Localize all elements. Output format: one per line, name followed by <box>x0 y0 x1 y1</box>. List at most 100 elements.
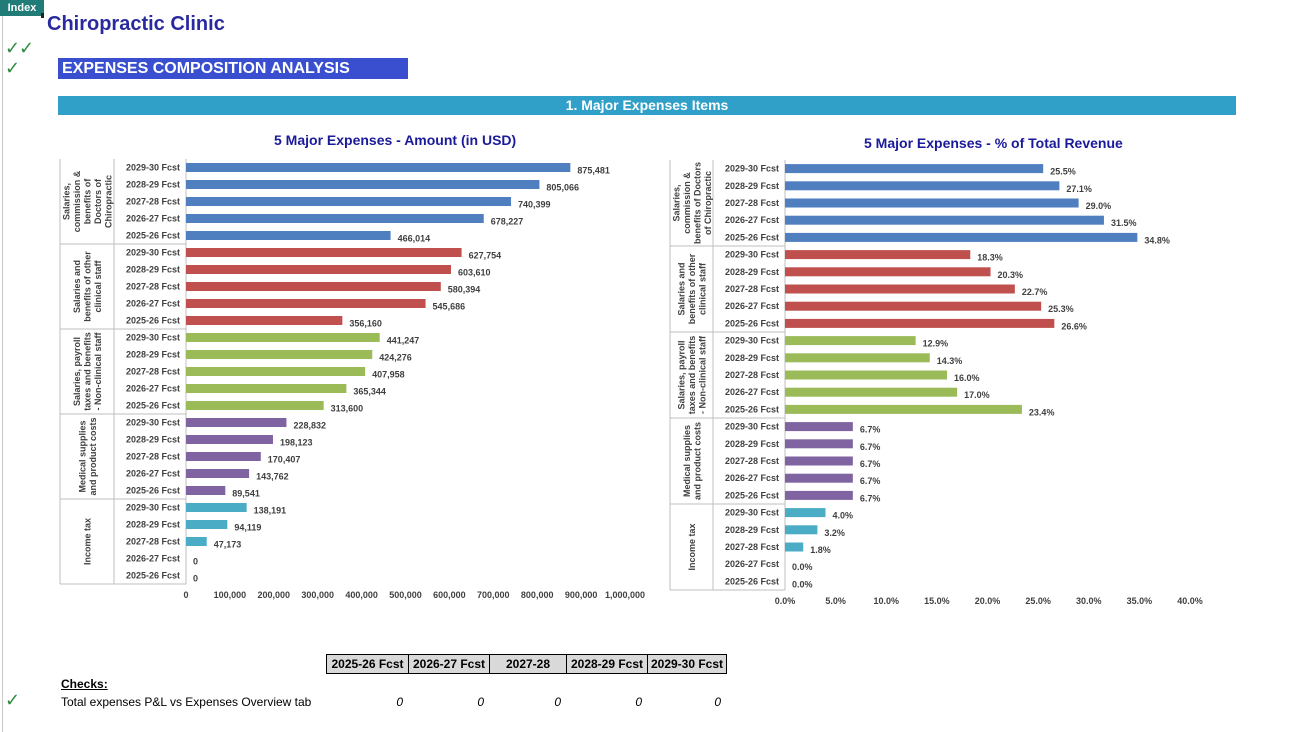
data-label: 805,066 <box>546 183 579 193</box>
checkmark-icon: ✓ <box>5 58 21 79</box>
category-label: 2026-27 Fcst <box>725 301 779 311</box>
data-label: 23.4% <box>1029 407 1055 417</box>
group-label: taxes and benefits <box>687 336 697 415</box>
bar <box>186 350 373 359</box>
x-tick-label: 5.0% <box>825 596 846 606</box>
bar <box>186 435 273 444</box>
bar <box>186 452 261 461</box>
category-label: 2025-26 Fcst <box>725 490 779 500</box>
group-label: of Chiropractic <box>703 171 713 235</box>
checks-header: 2029-30 Fcst <box>647 654 727 674</box>
category-label: 2027-28 Fcst <box>126 197 180 207</box>
checks-row-label: Total expenses P&L vs Expenses Overview … <box>61 695 312 709</box>
data-label: 545,686 <box>433 302 466 312</box>
data-label: 20.3% <box>998 270 1024 280</box>
checks-table: 2025-26 Fcst 2026-27 Fcst 2027-28 2028-2… <box>326 654 727 674</box>
data-label: 4.0% <box>833 511 854 521</box>
data-label: 12.9% <box>923 339 949 349</box>
group-label: clinical staff <box>93 259 103 312</box>
category-label: 2028-29 Fcst <box>126 435 180 445</box>
data-label: 26.6% <box>1061 321 1087 331</box>
x-tick-label: 40.0% <box>1177 596 1203 606</box>
x-tick-label: 25.0% <box>1025 596 1051 606</box>
category-label: 2026-27 Fcst <box>126 384 180 394</box>
checks-label: Checks: <box>61 677 108 691</box>
x-tick-label: 100,000 <box>214 590 247 600</box>
data-label: 356,160 <box>349 319 382 329</box>
group-label: and product costs <box>692 422 702 500</box>
data-label: 89,541 <box>232 489 260 499</box>
data-label: 6.7% <box>860 425 881 435</box>
chart-amount: Salaries, commission & benefits of Doctors … <box>59 159 645 600</box>
data-label: 170,407 <box>268 455 301 465</box>
index-button[interactable]: Index <box>0 0 44 16</box>
data-label: 424,276 <box>379 353 412 363</box>
bar <box>186 333 380 342</box>
data-label: 198,123 <box>280 438 313 448</box>
category-label: 2025-26 Fcst <box>126 486 180 496</box>
group-label: Medical supplies <box>682 425 692 497</box>
category-label: 2025-26 Fcst <box>725 318 779 328</box>
data-label: 138,191 <box>254 506 287 516</box>
category-label: 2029-30 Fcst <box>725 336 779 346</box>
data-label: 627,754 <box>469 251 502 261</box>
data-label: 22.7% <box>1022 287 1048 297</box>
x-tick-label: 35.0% <box>1127 596 1153 606</box>
data-label: 34.8% <box>1144 235 1170 245</box>
checks-header: 2028-29 Fcst <box>566 654 648 674</box>
data-label: 0.0% <box>792 579 813 589</box>
category-label: 2026-27 Fcst <box>126 469 180 479</box>
category-label: 2026-27 Fcst <box>725 473 779 483</box>
group-label: Income tax <box>83 518 93 565</box>
bar <box>785 164 1044 174</box>
x-tick-label: 300,000 <box>301 590 334 600</box>
bar <box>785 267 991 277</box>
bar <box>785 542 804 552</box>
app-title: Chiropractic Clinic <box>47 13 225 35</box>
data-label: 18.3% <box>977 253 1003 263</box>
category-label: 2026-27 Fcst <box>725 559 779 569</box>
checkmark-icon: ✓ <box>5 690 21 711</box>
category-label: 2027-28 Fcst <box>126 367 180 377</box>
x-tick-label: 800,000 <box>521 590 554 600</box>
data-label: 6.7% <box>860 493 881 503</box>
category-label: 2028-29 Fcst <box>725 181 779 191</box>
bar <box>785 422 853 432</box>
data-label: 228,832 <box>293 421 326 431</box>
bar <box>785 250 971 260</box>
bar <box>186 197 512 206</box>
group-label: Salaries, <box>62 183 72 220</box>
group-label: Salaries and <box>677 262 687 315</box>
x-tick-label: 20.0% <box>975 596 1001 606</box>
category-label: 2027-28 Fcst <box>126 452 180 462</box>
x-tick-label: 1,000,000 <box>605 590 645 600</box>
category-label: 2029-30 Fcst <box>126 503 180 513</box>
bar <box>186 299 426 308</box>
data-label: 6.7% <box>860 476 881 486</box>
data-label: 27.1% <box>1066 184 1092 194</box>
bar <box>785 284 1015 294</box>
group-label: and product costs <box>88 417 98 495</box>
group-label: Salaries, payroll <box>677 340 687 409</box>
group-label: Salaries, payroll <box>72 337 82 406</box>
category-label: 2025-26 Fcst <box>126 316 180 326</box>
bar <box>785 525 818 535</box>
category-label: 2029-30 Fcst <box>725 508 779 518</box>
group-label: - Non-clinical staff <box>93 331 103 410</box>
chart-title-percent: 5 Major Expenses - % of Total Revenue <box>864 135 1123 151</box>
x-tick-label: 0.0% <box>775 596 796 606</box>
category-label: 2025-26 Fcst <box>725 576 779 586</box>
cell-selection-corner <box>41 13 44 18</box>
x-tick-label: 0 <box>183 590 188 600</box>
data-label: 875,481 <box>577 166 610 176</box>
category-label: 2027-28 Fcst <box>725 284 779 294</box>
bar <box>186 163 571 172</box>
bar <box>785 301 1042 311</box>
group-label: benefits of <box>83 178 93 225</box>
group-label: commission & <box>682 172 692 234</box>
category-label: 2025-26 Fcst <box>725 404 779 414</box>
data-label: 29.0% <box>1086 201 1112 211</box>
section-header: EXPENSES COMPOSITION ANALYSIS <box>58 58 408 79</box>
category-label: 2028-29 Fcst <box>725 353 779 363</box>
bar <box>186 486 226 495</box>
